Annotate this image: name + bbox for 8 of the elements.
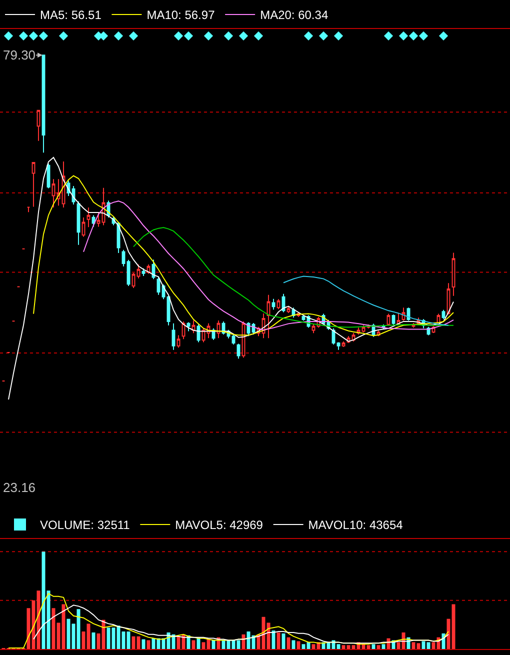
legend-label: MAVOL10: 43654	[308, 518, 404, 532]
legend-label: MAVOL5: 42969	[175, 518, 264, 532]
legend-label: VOLUME: 32511	[40, 518, 130, 532]
y-tick-label: 23.16	[3, 480, 36, 495]
legend-label: MA10: 56.97	[146, 8, 216, 22]
y-tick-label: 79.30	[3, 48, 36, 63]
legend-label: MA5: 56.51	[40, 8, 102, 22]
legend-label: MA20: 60.34	[260, 8, 328, 22]
